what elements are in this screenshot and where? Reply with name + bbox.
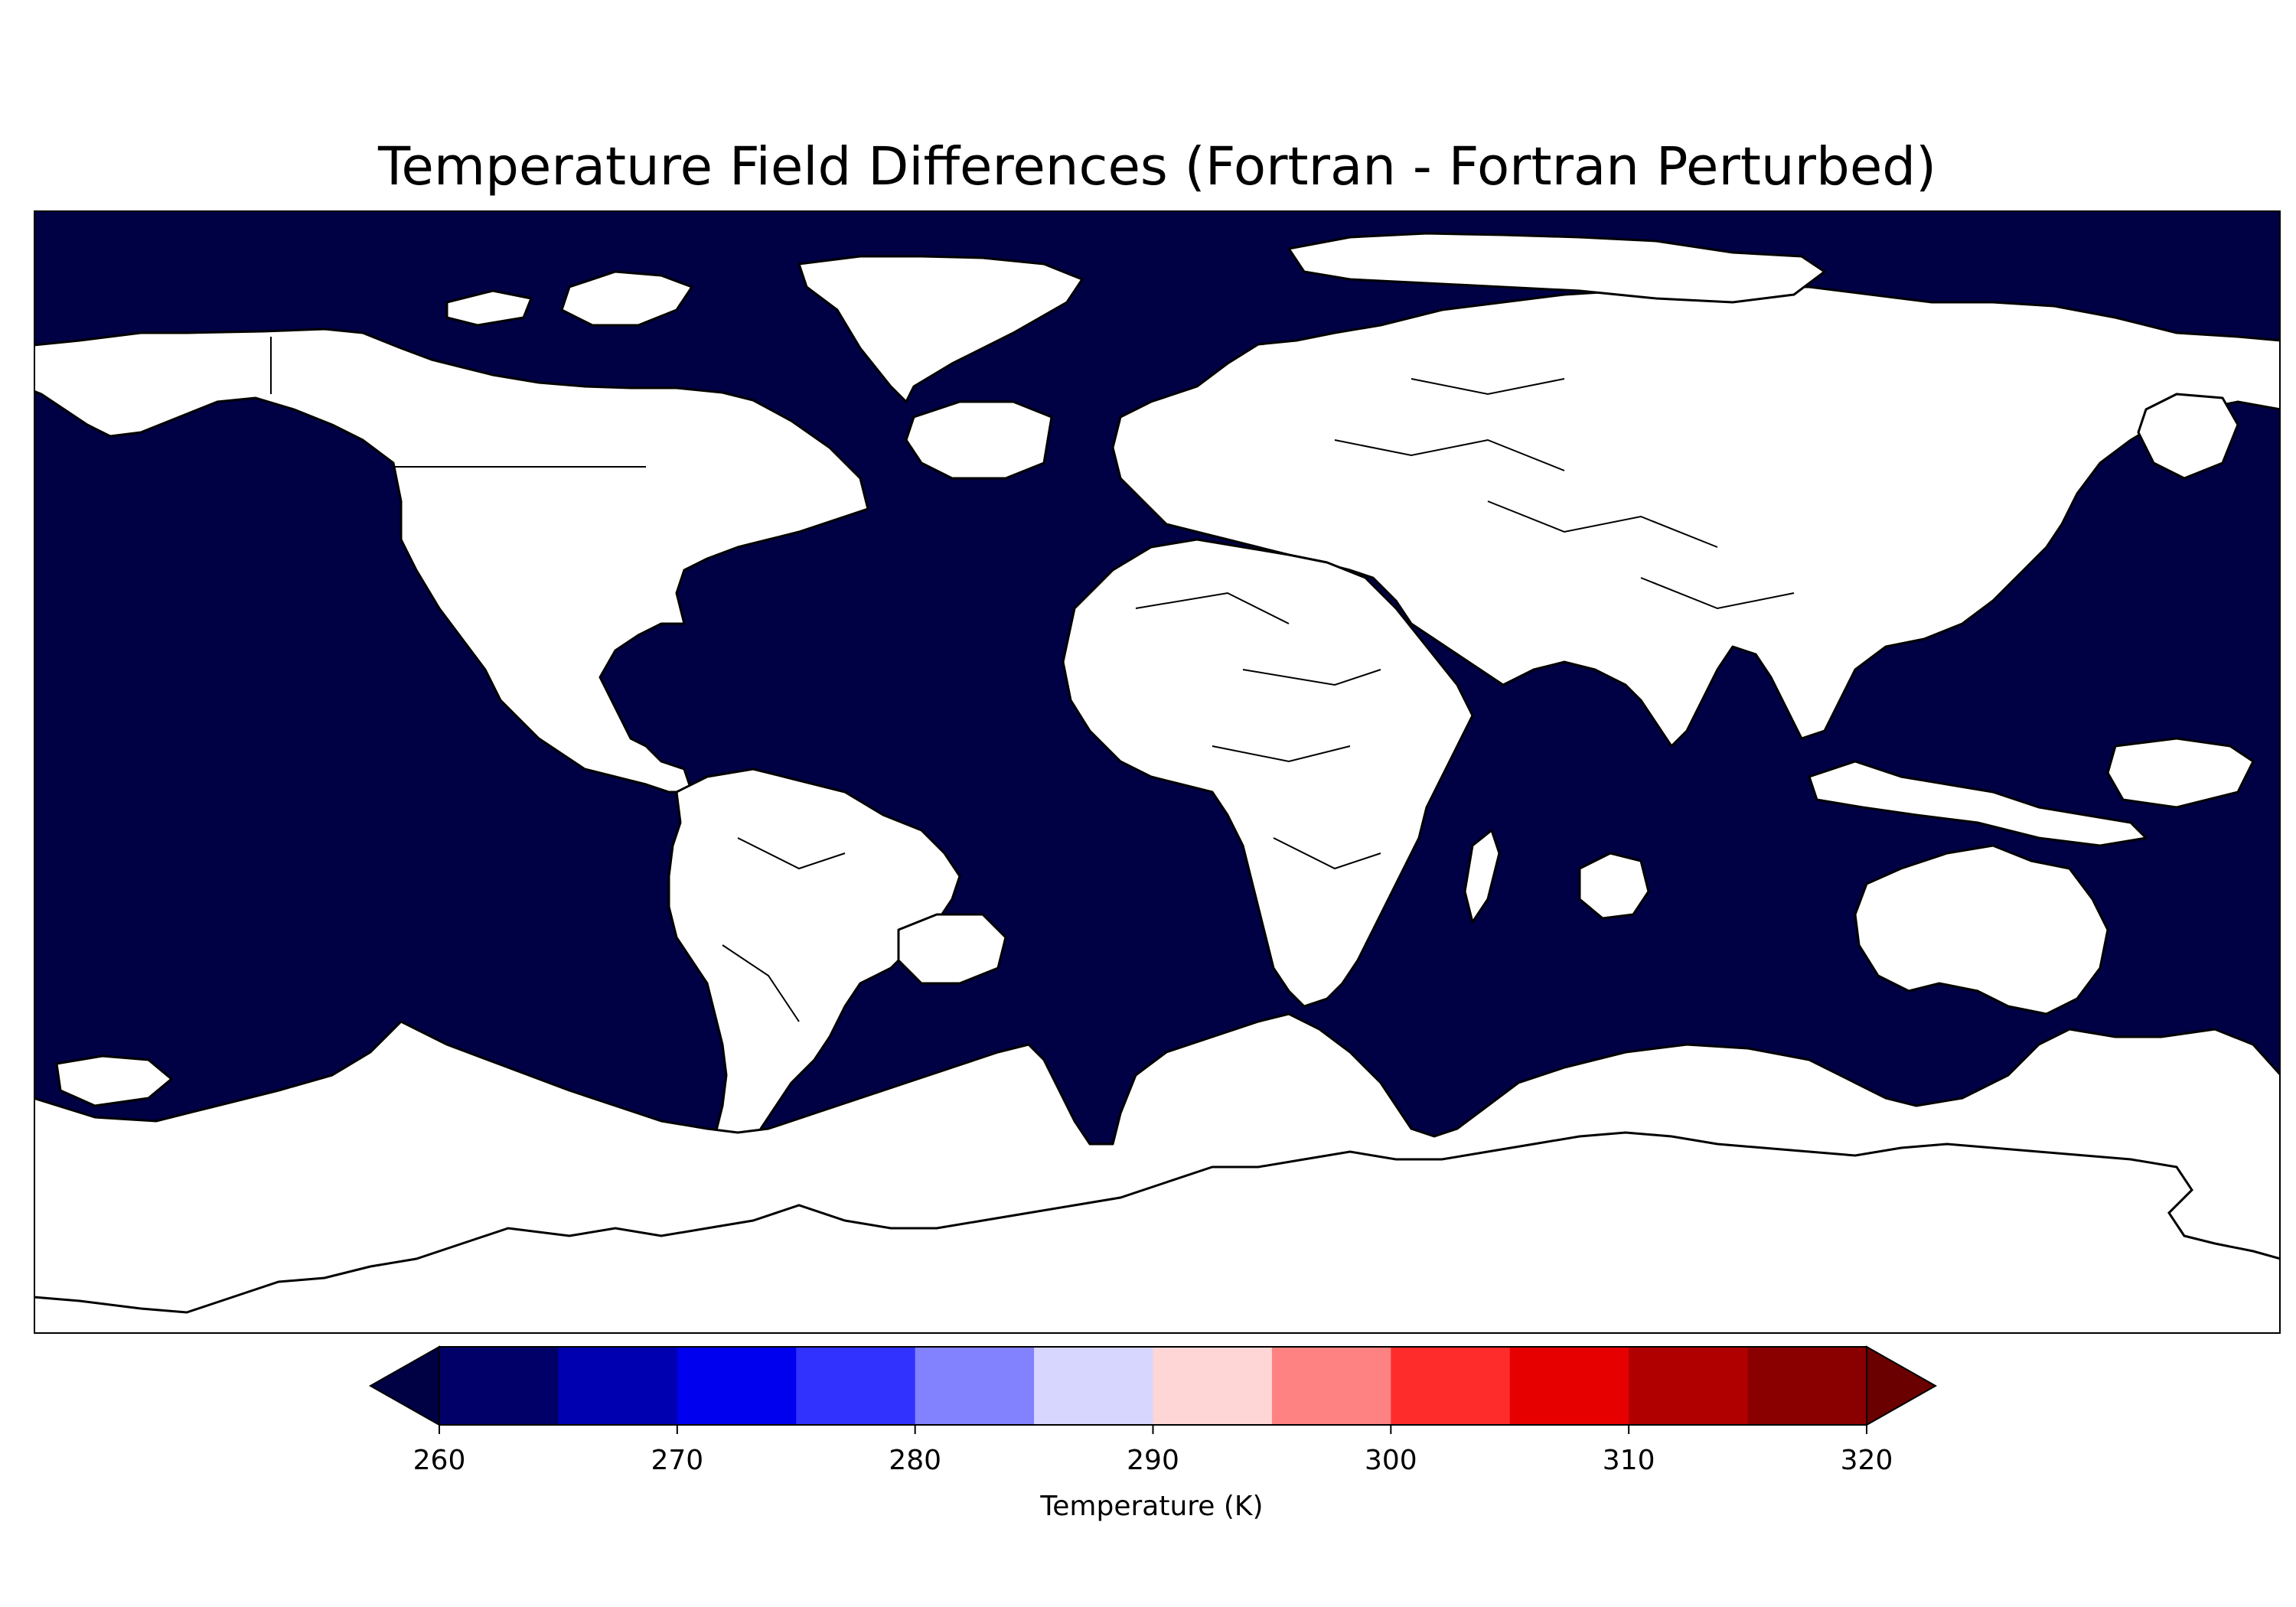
- colorbar-segment: [1747, 1347, 1867, 1425]
- colorbar-tick-label: 280: [889, 1445, 942, 1476]
- colorbar-segment: [439, 1347, 559, 1425]
- australia: [1854, 844, 2109, 1015]
- arctic-island: [445, 289, 533, 327]
- pacific-blob-right: [2106, 737, 2255, 809]
- world-map: [34, 210, 2281, 1334]
- colorbar-segment: [677, 1347, 797, 1425]
- colorbar-tick-label: 320: [1840, 1445, 1893, 1476]
- colorbar-segment: [915, 1347, 1035, 1425]
- political-borders: [270, 337, 1795, 1022]
- colorbar-segment: [1271, 1347, 1391, 1425]
- colorbar-segment: [1034, 1347, 1153, 1425]
- africa: [1062, 538, 1474, 1008]
- colorbar-segment: [558, 1347, 678, 1425]
- colorbar-tick-label: 270: [651, 1445, 704, 1476]
- land-masses: [34, 232, 2281, 1334]
- colorbar-tick-label: 260: [413, 1445, 466, 1476]
- north-pacific-blob: [2137, 393, 2239, 480]
- colorbar-tick-label: 300: [1364, 1445, 1417, 1476]
- greenland: [797, 255, 1084, 403]
- colorbar-tick-label: 310: [1602, 1445, 1655, 1476]
- colorbar-segment: [796, 1347, 916, 1425]
- south-atlantic-blob: [897, 913, 1007, 985]
- madagascar: [1463, 829, 1501, 924]
- antarctic-coastline: [34, 1131, 2281, 1314]
- colorbar-outline: [439, 1346, 1867, 1426]
- pacific-blob-left: [55, 1054, 173, 1107]
- map-border: [34, 210, 2281, 1334]
- canadian-arctic: [560, 270, 693, 327]
- map-panel: [34, 210, 2281, 1334]
- map-title: Temperature Field Differences (Fortran -…: [377, 136, 1936, 197]
- colorbar-extend-min: [368, 1345, 440, 1426]
- colorbar-label: Temperature (K): [1040, 1491, 1264, 1522]
- antarctica-region: [34, 1012, 2281, 1334]
- maritime-southeast-asia: [1808, 760, 2148, 847]
- colorbar-segment: [1153, 1347, 1273, 1425]
- colorbar-tick-label: 290: [1127, 1445, 1179, 1476]
- indian-ocean-blob: [1578, 852, 1650, 920]
- colorbar-segment: [1629, 1347, 1749, 1425]
- colorbar-segment: [1391, 1347, 1511, 1425]
- north-america: [34, 328, 869, 794]
- arctic-blob: [1287, 232, 1826, 304]
- colorbar-segment: [1509, 1347, 1629, 1425]
- north-atlantic-blob: [905, 400, 1053, 480]
- colorbar-extend-max: [1866, 1345, 1938, 1426]
